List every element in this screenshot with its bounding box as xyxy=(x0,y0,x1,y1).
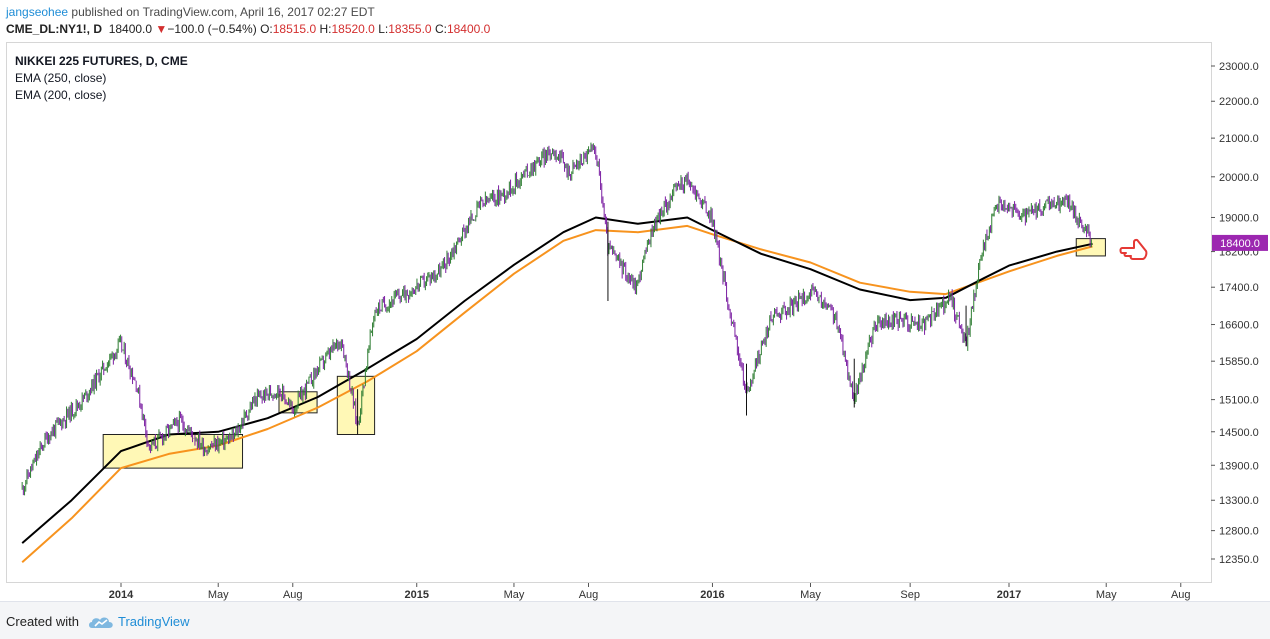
down-arrow-icon: ▼ xyxy=(155,22,168,36)
chart-pane[interactable] xyxy=(6,42,1212,583)
hand-pointing-left-shape xyxy=(1119,238,1148,260)
close-label: C: xyxy=(434,22,447,36)
close-value: 18400.0 xyxy=(446,22,491,36)
ema-200-line xyxy=(21,224,1093,563)
tradingview-brand-link[interactable]: TradingView xyxy=(118,614,190,629)
open-label: O: xyxy=(260,22,273,36)
tradingview-cloud-icon[interactable] xyxy=(88,615,114,634)
price-chart[interactable] xyxy=(0,0,1270,601)
ema-200-path xyxy=(21,224,1093,563)
publish-text: published on TradingView.com, April 16, … xyxy=(68,5,375,19)
header-bar: jangseohee published on TradingView.com,… xyxy=(0,0,1270,42)
publish-info: jangseohee published on TradingView.com,… xyxy=(6,5,375,19)
high-value: 18520.0 xyxy=(331,22,375,36)
price-bars xyxy=(21,142,1092,496)
ema-250-path xyxy=(21,216,1093,544)
legend-ema-200[interactable]: EMA (200, close) xyxy=(15,88,107,102)
last-price: 18400.0 xyxy=(108,22,153,36)
chart-legend: NIKKEI 225 FUTURES, D, CME EMA (250, clo… xyxy=(15,53,188,104)
legend-title[interactable]: NIKKEI 225 FUTURES, D, CME xyxy=(15,54,188,68)
ohlc-info: CME_DL:NY1!, D 18400.0 ▼−100.0 (−0.54%) … xyxy=(6,22,490,36)
low-value: 18355.0 xyxy=(388,22,432,36)
created-with-text: Created with xyxy=(6,614,79,629)
low-label: L: xyxy=(378,22,389,36)
hand-pointing-left-icon xyxy=(1119,238,1148,260)
ema-250-line xyxy=(21,216,1093,544)
legend-ema-250[interactable]: EMA (250, close) xyxy=(15,71,107,85)
author-link[interactable]: jangseohee xyxy=(6,5,69,19)
open-value: 18515.0 xyxy=(272,22,317,36)
change-value: −100.0 (−0.54%) xyxy=(167,22,257,36)
high-label: H: xyxy=(319,22,332,36)
symbol-label: CME_DL:NY1!, D xyxy=(6,22,103,36)
footer-bar: Created with TradingView xyxy=(0,601,1270,639)
